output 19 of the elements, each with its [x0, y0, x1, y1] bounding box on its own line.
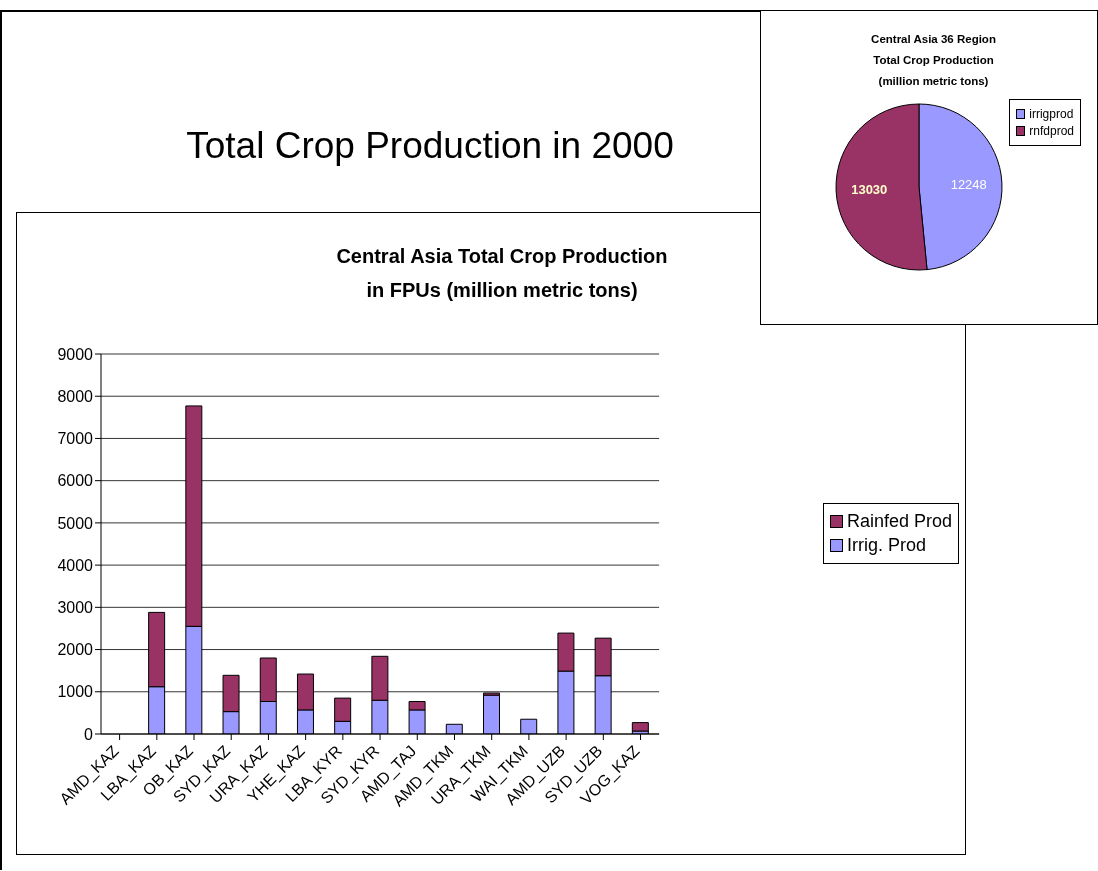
legend-label: irrigprod [1029, 107, 1074, 121]
y-tick-label: 0 [84, 725, 94, 743]
data-label: 13030 [851, 181, 888, 197]
legend-label: Rainfed Prod [846, 511, 952, 532]
y-tick-label: 9000 [57, 345, 94, 363]
y-tick-label: 6000 [57, 472, 94, 490]
y-tick-label: 7000 [57, 430, 94, 448]
y-tick-label: 3000 [57, 599, 94, 617]
y-tick-label: 4000 [57, 556, 94, 574]
y-tick-label: 2000 [57, 641, 94, 659]
legend-label: Irrig. Prod [846, 535, 926, 556]
y-tick-label: 5000 [57, 514, 94, 532]
y-tick-label: 8000 [57, 387, 94, 405]
chart-title: Central Asia Total Crop Production in FPUs (million metric tons) [335, 244, 669, 303]
data-label: 12248 [950, 177, 987, 193]
y-tick-label: 1000 [57, 683, 94, 701]
legend-label: rnfdprod [1029, 124, 1074, 138]
text: Total Crop Production in 2000 [185, 125, 675, 167]
chart-title: Central Asia 36 Region Total Crop Production (million metric tons) [870, 32, 997, 89]
